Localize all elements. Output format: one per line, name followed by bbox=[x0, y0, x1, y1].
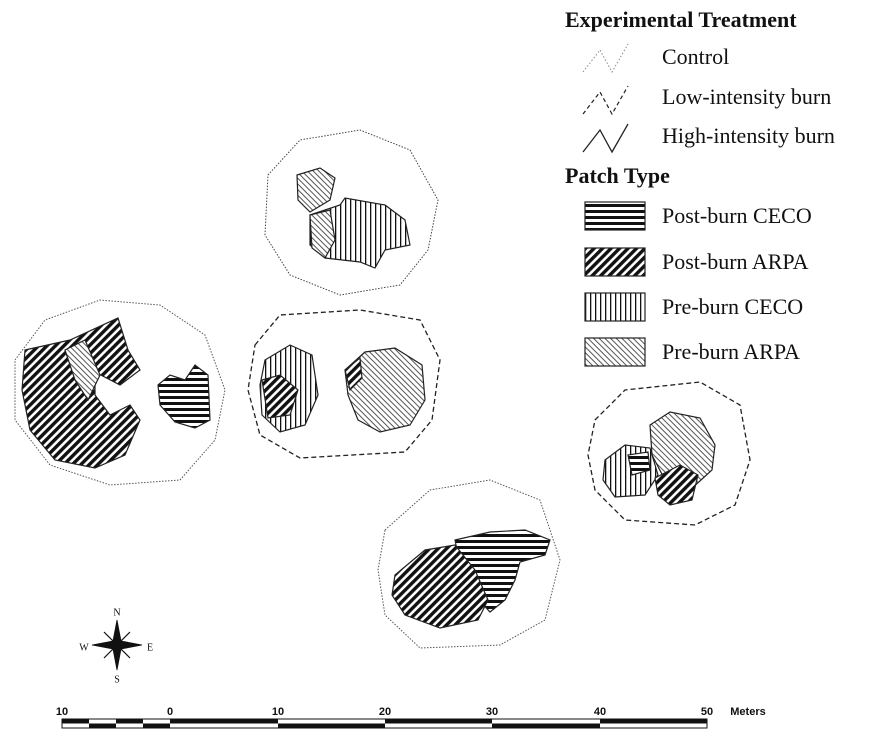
patch bbox=[296, 167, 336, 213]
legend-label: Pre-burn CECO bbox=[662, 294, 803, 319]
high-burn-symbol bbox=[582, 123, 629, 154]
legend: Experimental Treatment Control Low-inten… bbox=[565, 7, 835, 367]
scale-unit: Meters bbox=[730, 706, 765, 718]
scale-segment bbox=[62, 719, 89, 724]
scale-label: 0 bbox=[167, 706, 173, 718]
patch bbox=[309, 209, 336, 259]
legend-label: Low-intensity burn bbox=[662, 84, 831, 109]
scale-label: 10 bbox=[56, 706, 68, 718]
legend-title: Patch Type bbox=[565, 163, 670, 188]
scale-label: 30 bbox=[486, 706, 498, 718]
scale-label: 50 bbox=[701, 706, 713, 718]
swatch bbox=[584, 337, 646, 367]
compass-label: E bbox=[147, 642, 153, 653]
legend-label: Post-burn ARPA bbox=[662, 249, 809, 274]
scale-segment bbox=[278, 723, 385, 728]
compass-label: W bbox=[79, 642, 89, 653]
scale-label: 10 bbox=[272, 706, 284, 718]
compass-label: N bbox=[113, 607, 120, 618]
scale-segment bbox=[385, 719, 492, 724]
scale-segment bbox=[492, 723, 600, 728]
patch bbox=[261, 374, 299, 419]
low-burn-symbol bbox=[582, 85, 629, 116]
compass-rose bbox=[103, 631, 131, 659]
swatch bbox=[584, 247, 646, 277]
legend-label: High-intensity burn bbox=[662, 123, 835, 148]
compass-label: S bbox=[114, 674, 120, 685]
plot-boundary bbox=[247, 309, 441, 459]
control-symbol bbox=[582, 43, 629, 74]
swatch bbox=[584, 201, 646, 231]
scale-segment bbox=[143, 723, 170, 728]
scale-segment bbox=[116, 719, 143, 724]
plot-boundary bbox=[264, 129, 439, 296]
legend-label: Pre-burn ARPA bbox=[662, 339, 800, 364]
plot-boundary bbox=[14, 299, 226, 486]
scale-segment bbox=[600, 719, 707, 724]
patch bbox=[21, 317, 141, 469]
scale-label: 40 bbox=[594, 706, 606, 718]
patch bbox=[344, 347, 426, 433]
patch bbox=[157, 364, 211, 429]
patch bbox=[391, 544, 489, 629]
patch bbox=[649, 411, 716, 491]
legend-label: Control bbox=[662, 44, 729, 69]
legend-label: Post-burn CECO bbox=[662, 203, 812, 228]
swatch bbox=[584, 292, 646, 322]
plot-boundary bbox=[587, 381, 751, 526]
patch bbox=[602, 444, 659, 498]
scale-label: 20 bbox=[379, 706, 391, 718]
patch bbox=[344, 356, 363, 392]
plots bbox=[14, 129, 751, 649]
patch bbox=[64, 339, 101, 402]
legend-title: Experimental Treatment bbox=[565, 7, 797, 32]
scale-segment bbox=[89, 723, 116, 728]
patch bbox=[627, 451, 651, 476]
scale-segment bbox=[170, 719, 278, 724]
compass: N S W E bbox=[79, 607, 153, 685]
patch bbox=[654, 464, 699, 506]
scale-bar: 10 0 10 20 30 40 50 Meters bbox=[56, 706, 766, 729]
